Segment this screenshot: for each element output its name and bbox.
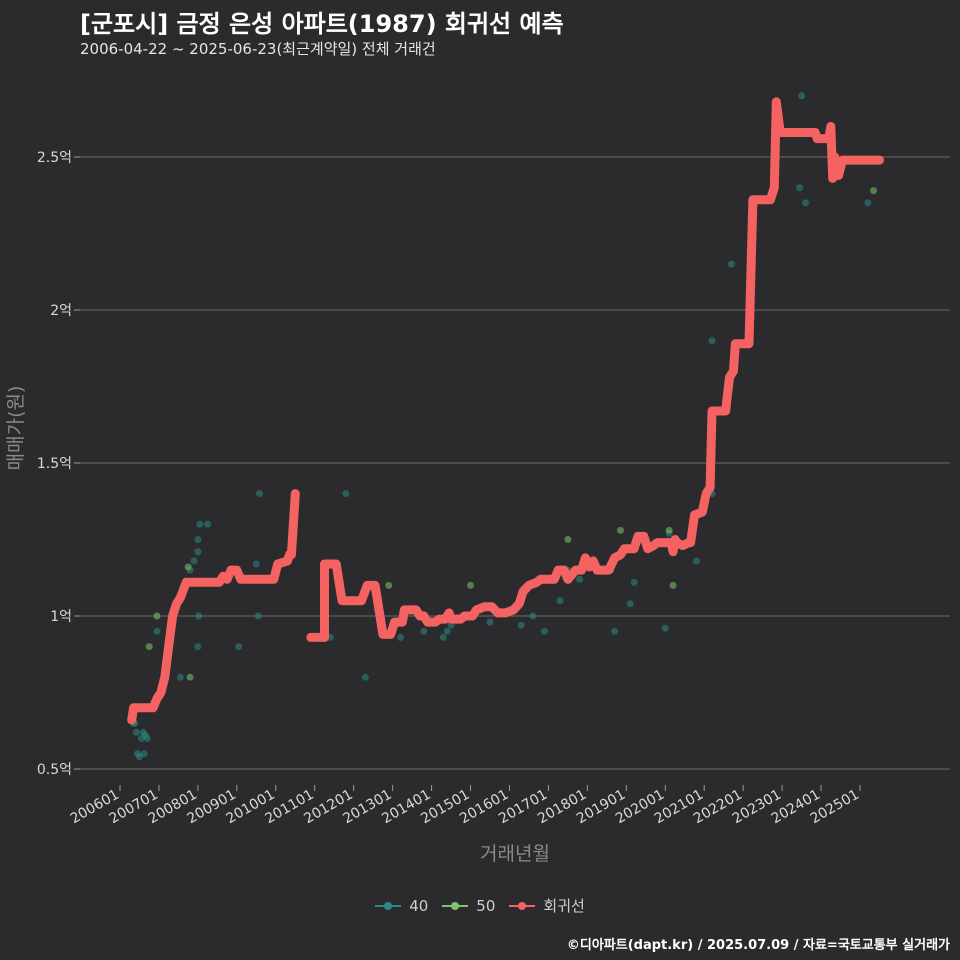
scatter-point-40 <box>176 673 184 681</box>
legend-key-regression <box>509 899 536 913</box>
scatter-point-40 <box>194 643 202 651</box>
scatter-point-40 <box>194 536 202 543</box>
scatter-point-40 <box>361 673 369 681</box>
scatter-point-40 <box>252 560 260 568</box>
scatter-point-40 <box>254 612 262 620</box>
scatter-point-40 <box>132 728 140 736</box>
scatter-point-40 <box>396 633 404 641</box>
scatter-point-40 <box>194 548 202 556</box>
legend-item-50: 50 <box>442 897 495 915</box>
scatter-point-40 <box>439 633 447 641</box>
legend-key-40 <box>375 899 402 913</box>
scatter-point-50 <box>870 187 878 195</box>
scatter-point-40 <box>708 337 716 345</box>
scatter-point-50 <box>669 581 677 589</box>
scatter-point-40 <box>798 92 806 100</box>
source-caption: ©디아파트(dapt.kr) / 2025.07.09 / 자료=국토교통부 실… <box>566 938 950 953</box>
scatter-point-40 <box>661 624 669 632</box>
scatter-point-40 <box>235 643 243 651</box>
chart-title: [군포시] 금정 은성 아파트(1987) 회귀선 예측 <box>80 10 564 38</box>
scatter-point-40 <box>801 199 809 207</box>
scatter-point-40 <box>486 618 494 626</box>
scatter-point-40 <box>529 612 537 620</box>
scatter-point-40 <box>796 184 804 192</box>
scatter-point-40 <box>517 621 525 629</box>
scatter-point-40 <box>626 600 634 608</box>
y-tick-label: 2억 <box>50 303 72 319</box>
scatter-point-50 <box>665 526 673 534</box>
scatter-point-40 <box>204 520 212 528</box>
scatter-point-40 <box>195 612 203 620</box>
scatter-point-40 <box>342 490 350 498</box>
y-axis-title: 매매가(원) <box>5 386 27 471</box>
scatter-point-50 <box>153 612 161 620</box>
scatter-point-40 <box>190 557 198 565</box>
regression-line <box>127 489 300 725</box>
y-tick-label: 2.5억 <box>37 150 72 166</box>
chart-subtitle: 2006-04-22 ~ 2025-06-23(최근계약일) 전체 거래건 <box>80 40 436 58</box>
scatter-point-50 <box>186 673 194 681</box>
legend-item-40: 40 <box>375 897 428 915</box>
legend-label-regression: 회귀선 <box>543 897 585 915</box>
scatter-point-40 <box>727 260 735 268</box>
scatter-point-40 <box>153 627 161 635</box>
scatter-point-50 <box>467 581 475 589</box>
legend-key-50 <box>442 899 469 913</box>
scatter-point-40 <box>576 575 584 583</box>
scatter-point-40 <box>692 557 700 565</box>
scatter-point-40 <box>140 750 148 758</box>
scatter-point-40 <box>630 578 638 586</box>
scatter-point-50 <box>564 536 572 543</box>
scatter-point-40 <box>420 627 428 635</box>
scatter-point-40 <box>864 199 872 207</box>
y-tick-label: 1억 <box>50 609 72 625</box>
scatter-point-40 <box>255 490 263 498</box>
y-tick-label: 0.5억 <box>37 762 72 778</box>
scatter-point-50 <box>385 581 393 589</box>
scatter-point-50 <box>616 526 624 534</box>
scatter-point-40 <box>556 597 564 605</box>
scatter-point-50 <box>145 643 153 651</box>
regression-line <box>306 97 884 642</box>
scatter-point-40 <box>143 734 151 742</box>
scatter-point-40 <box>541 627 549 635</box>
legend: 40 50 회귀선 <box>0 895 960 916</box>
y-tick-label: 1.5억 <box>37 456 72 472</box>
legend-label-40: 40 <box>409 896 429 915</box>
legend-label-50: 50 <box>476 896 496 915</box>
legend-item-regression: 회귀선 <box>509 895 585 916</box>
scatter-point-40 <box>443 627 451 635</box>
scatter-point-40 <box>611 627 619 635</box>
scatter-point-40 <box>196 520 204 528</box>
x-axis-title: 거래년월 <box>480 843 550 865</box>
scatter-point-50 <box>184 563 192 571</box>
